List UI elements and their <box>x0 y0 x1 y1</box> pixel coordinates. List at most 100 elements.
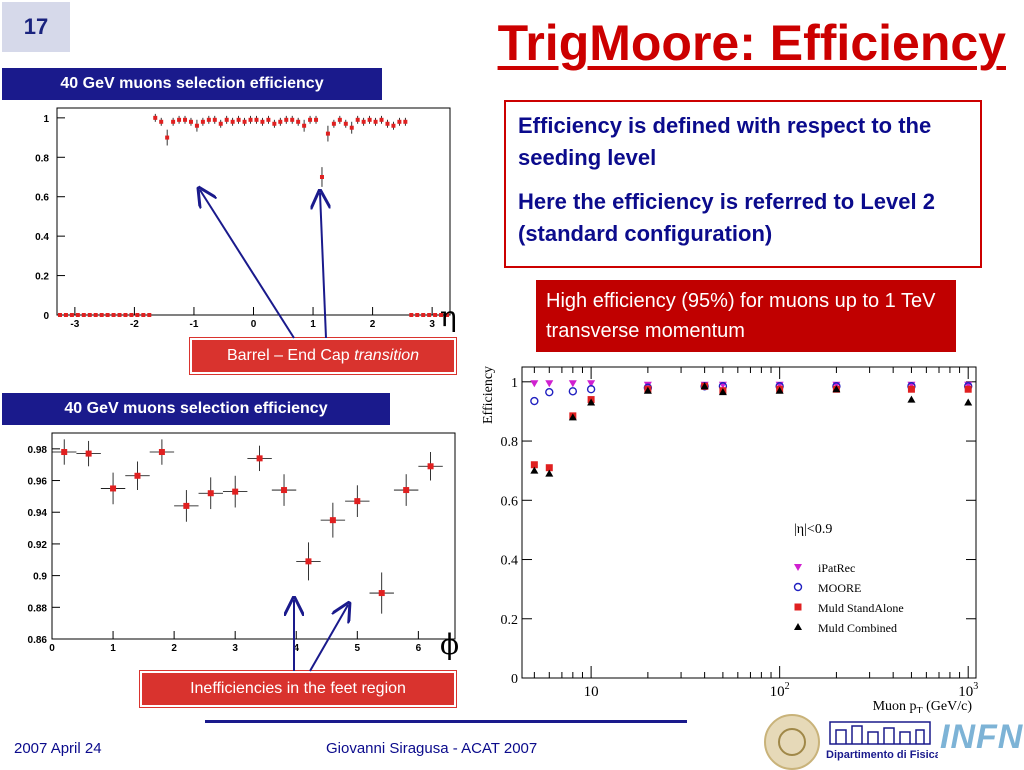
plot1-xtick-label: -1 <box>190 319 199 330</box>
plot1-xtick-label: 0 <box>251 319 257 330</box>
plot3-point-square <box>907 385 915 393</box>
plot1-point <box>349 125 354 130</box>
footer-date: 2007 April 24 <box>14 740 102 757</box>
plot1-xtick-label: 2 <box>370 319 376 330</box>
plot1-point <box>75 313 80 317</box>
plot1-point <box>236 117 241 122</box>
plot2-point <box>207 490 214 497</box>
plot1-point <box>111 313 116 317</box>
plot2-point <box>158 449 165 456</box>
plot1-point <box>427 313 432 317</box>
plot1-point <box>319 175 324 179</box>
phi-efficiency-plot: 0.86 0.88 0.9 0.92 0.94 0.96 0.98 0 1 2 3 4 5 6 <box>28 432 456 654</box>
plot3-point-triangle-up <box>643 386 652 394</box>
plot1-point <box>165 135 170 140</box>
plot1-point <box>69 313 74 317</box>
plot3-frame <box>521 366 977 679</box>
plot1-point <box>415 313 420 317</box>
plot2-point <box>232 488 239 495</box>
plot3-point-circle-open <box>568 387 578 396</box>
plot2-ytick-label: 0.92 <box>28 540 48 551</box>
plot2-ytick-label: 0.94 <box>28 508 48 519</box>
slide-title: TrigMoore: Efficiency <box>497 15 1006 71</box>
plot1-point <box>361 119 366 124</box>
plot3-legend-marker <box>794 603 802 611</box>
plot2-point <box>403 487 410 494</box>
plot3-point-triangle-down <box>568 380 577 388</box>
plot1-point <box>337 117 342 122</box>
infn-logo: INFN <box>940 718 1024 756</box>
footer-author: Giovanni Siragusa - ACAT 2007 <box>326 740 538 757</box>
plot2-xtick-label: 4 <box>293 643 299 654</box>
plot1-point <box>296 119 301 124</box>
plot3-xlabel: Muon pT (GeV/c) <box>873 699 973 713</box>
plot2-point <box>183 502 190 509</box>
plot3-point-triangle-down <box>587 380 596 388</box>
plot1-point <box>367 117 372 122</box>
plot1-xtick-label: -2 <box>130 319 139 330</box>
definition-line1: Efficiency is defined with respect to th… <box>518 113 932 170</box>
eta-symbol: η <box>440 300 457 333</box>
plot2-ytick-label: 0.98 <box>28 445 48 456</box>
plot1-point <box>325 131 330 136</box>
plot1-point <box>302 123 307 128</box>
definition-line2: Here the efficiency is referred to Level… <box>518 189 935 246</box>
plot2-title: 40 GeV muons selection efficiency <box>2 393 390 425</box>
plot1-point <box>308 117 313 122</box>
plot1-point <box>385 121 390 126</box>
plot3-point-triangle-up <box>568 413 577 421</box>
plot3-point-triangle-up <box>775 386 784 394</box>
plot3-point-triangle-up <box>907 395 916 403</box>
plot3-ytick-label: 0.6 <box>501 494 519 509</box>
plot1-ytick-label: 0.6 <box>35 193 49 204</box>
plot1-point <box>159 119 164 124</box>
plot3-ytick-label: 0.4 <box>501 554 519 569</box>
plot3-ylabel: Efficiency <box>481 366 496 424</box>
plot3-legend-marker <box>793 582 803 592</box>
plot1-point <box>439 313 444 317</box>
plot1-point <box>445 313 450 317</box>
plot3-point-triangle-up <box>700 382 709 390</box>
plot1-point <box>81 313 86 317</box>
plot2-point <box>256 455 263 462</box>
plot1-point <box>230 119 235 124</box>
definition-box: Efficiency is defined with respect to th… <box>504 100 982 268</box>
plot3-point-triangle-up <box>545 469 554 477</box>
plot1-point <box>409 313 414 317</box>
plot3-legend-marker <box>794 623 802 630</box>
plot1-point <box>63 313 68 317</box>
plot2-point <box>305 558 312 565</box>
plot1-point <box>153 115 158 120</box>
dipartimento-fisica-logo: Dipartimento di Fisica <box>826 721 938 761</box>
plot2-frame <box>51 432 456 640</box>
plot3-ytick-label: 0.8 <box>501 435 519 450</box>
plot3-point-triangle-up <box>587 398 596 406</box>
plot1-point <box>141 313 146 317</box>
callout-barrel-text: Barrel – End Cap <box>226 347 355 364</box>
university-seal-logo <box>764 714 820 770</box>
plot1-point <box>87 313 92 317</box>
plot1-xtick-label: 1 <box>310 319 316 330</box>
plot2-xtick-label: 6 <box>416 643 422 654</box>
plot3-ytick-label: 0.2 <box>501 613 519 628</box>
plot1-point <box>284 117 289 122</box>
feet-region-callout: Inefficiencies in the feet region <box>139 670 457 708</box>
plot1-point <box>278 119 283 124</box>
plot3-point-triangle-down <box>530 380 539 388</box>
plot1-point <box>188 119 193 124</box>
plot1-ytick-label: 0.4 <box>35 232 49 243</box>
plot3-point-square <box>545 464 553 472</box>
plot1-point <box>379 117 384 122</box>
plot1-point <box>123 313 128 317</box>
plot1-point <box>421 313 426 317</box>
plot1-point <box>57 313 62 317</box>
plot2-point <box>427 463 434 470</box>
plot2-point <box>378 590 385 597</box>
plot1-point <box>343 121 348 126</box>
plot1-point <box>254 117 259 122</box>
plot2-ytick-label: 0.88 <box>28 603 48 614</box>
plot3-xtick-label: 103 <box>958 681 978 700</box>
plot3-point-triangle-up <box>530 466 539 474</box>
plot1-point <box>200 119 205 124</box>
